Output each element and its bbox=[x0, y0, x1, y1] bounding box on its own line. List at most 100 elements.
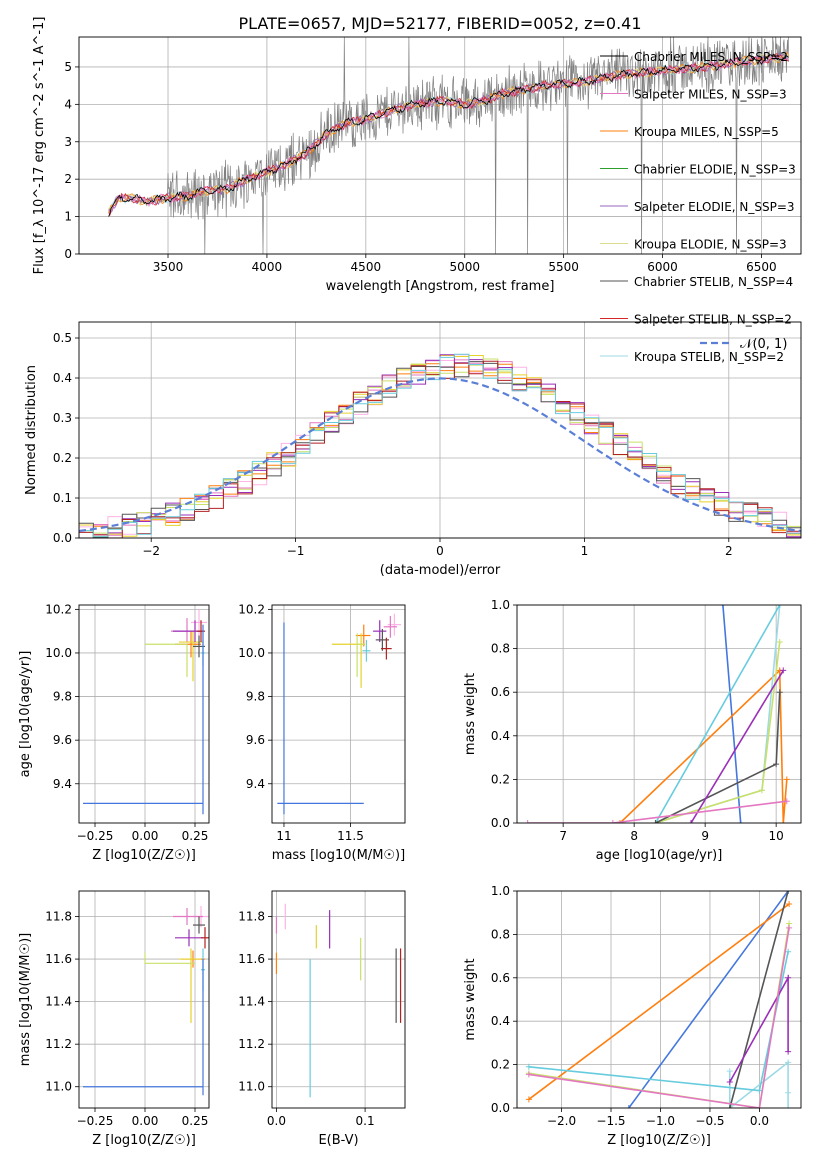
weight-marker bbox=[785, 1048, 792, 1055]
weight-marker bbox=[786, 901, 793, 908]
y-tick-label: 11.8 bbox=[238, 910, 265, 924]
data-point bbox=[173, 908, 203, 926]
x-tick-label: 4500 bbox=[351, 260, 382, 274]
weight-marker bbox=[773, 761, 780, 768]
data-point bbox=[83, 959, 204, 1096]
y-tick-label: 1.0 bbox=[491, 884, 510, 898]
data-point bbox=[197, 620, 205, 643]
data-point bbox=[373, 620, 387, 643]
y-tick-label: 0.3 bbox=[53, 411, 72, 425]
weight-line bbox=[690, 669, 784, 823]
y-tick-label: 9.4 bbox=[246, 777, 265, 791]
weight-line bbox=[729, 891, 789, 1108]
y-tick-label: 0.0 bbox=[491, 1101, 510, 1115]
weight-marker bbox=[785, 1059, 792, 1066]
y-tick-label: 2 bbox=[64, 172, 72, 186]
x-tick-label: −0.25 bbox=[77, 829, 114, 843]
spectrum-panel: 3500 4000 4500 5000 5500 6000 6500 0 1 2 3 4 5 wavele… bbox=[32, 17, 802, 364]
weight-marker bbox=[525, 1071, 532, 1078]
axes-frame bbox=[78, 890, 210, 1109]
legend-label: Chabrier MILES, N_SSP=2 bbox=[634, 50, 788, 64]
data-point bbox=[171, 618, 203, 643]
x-axis-label: (data-model)/error bbox=[380, 563, 501, 578]
x-tick-label: −0.25 bbox=[77, 1114, 114, 1128]
x-axis-label: E(B-V) bbox=[318, 1133, 358, 1148]
weight-line bbox=[527, 800, 787, 823]
residual-histogram-step bbox=[79, 353, 801, 538]
age-vs-mass-plot-area bbox=[277, 613, 402, 815]
legend-label: Chabrier STELIB, N_SSP=4 bbox=[634, 275, 793, 289]
x-tick-label: 0.1 bbox=[356, 1114, 375, 1128]
x-tick-label: −1 bbox=[287, 544, 305, 558]
y-tick-label: 1 bbox=[64, 210, 72, 224]
weight-marker bbox=[785, 974, 792, 981]
y-tick-label: 10.2 bbox=[45, 602, 72, 616]
x-tick-label: 0 bbox=[436, 544, 444, 558]
y-tick-label: 0.2 bbox=[491, 1058, 510, 1072]
weight-marker bbox=[783, 776, 790, 783]
weight-marker bbox=[785, 891, 792, 894]
x-axis-label: Z [log10(Z/Z☉)] bbox=[92, 1133, 196, 1148]
x-tick-label: 5000 bbox=[449, 260, 480, 274]
y-axis-label: mass weight bbox=[463, 673, 478, 755]
y-axis-label: mass [log10(M/M☉)] bbox=[18, 933, 33, 1066]
x-tick-label: −1.0 bbox=[646, 1114, 675, 1128]
x-tick-label: 7 bbox=[559, 829, 567, 843]
y-axis-label: Normed distribution bbox=[24, 365, 39, 495]
weight-marker bbox=[756, 1087, 763, 1094]
x-tick-label: 0.0 bbox=[267, 1114, 286, 1128]
legend-label: Salpeter STELIB, N_SSP=2 bbox=[634, 313, 792, 327]
y-tick-label: 0.1 bbox=[53, 491, 72, 505]
legend-label: Kroupa MILES, N_SSP=5 bbox=[634, 125, 779, 139]
y-tick-label: 11.4 bbox=[45, 995, 72, 1009]
age-vs-mass-panel: 11 11.5 9.4 9.6 9.8 10.0 10.2 mass [log10(M/M☉)… bbox=[238, 602, 406, 863]
axes-frame bbox=[78, 36, 802, 255]
x-tick-label: 2 bbox=[725, 544, 733, 558]
weight-marker bbox=[776, 689, 783, 696]
y-tick-label: 0.8 bbox=[491, 927, 510, 941]
weight-marker bbox=[726, 1105, 733, 1108]
x-tick-label: 6000 bbox=[647, 260, 678, 274]
axes-frame bbox=[78, 321, 802, 539]
data-point bbox=[381, 637, 392, 660]
weight-marker bbox=[785, 948, 792, 955]
y-tick-label: 11.0 bbox=[45, 1080, 72, 1094]
y-tick-label: 10.2 bbox=[238, 602, 265, 616]
age-vs-Z-plot-area bbox=[83, 609, 207, 815]
weight-marker bbox=[756, 1105, 763, 1108]
weight-marker bbox=[776, 639, 783, 646]
legend-label: Salpeter ELODIE, N_SSP=3 bbox=[634, 200, 795, 214]
model-spectrum-line bbox=[108, 52, 790, 210]
data-point bbox=[193, 916, 205, 934]
x-axis-label: mass [log10(M/M☉)] bbox=[272, 848, 405, 863]
y-tick-label: 10.0 bbox=[45, 646, 72, 660]
y-tick-label: 0.8 bbox=[491, 642, 510, 656]
data-point bbox=[83, 624, 204, 815]
weight-marker bbox=[687, 820, 694, 823]
y-tick-label: 11.4 bbox=[238, 995, 265, 1009]
weight-vs-Z-plot-area bbox=[525, 891, 793, 1108]
weight-marker bbox=[758, 787, 765, 794]
weight-marker bbox=[726, 1078, 733, 1085]
weight-vs-Z-panel: −2.0 −1.5 −1.0 −0.5 0.0 0.0 0.2 0.4 0.6 0.8 1.0 Z [… bbox=[463, 884, 802, 1148]
residuals-panel: −2 −1 0 1 2 0.0 0.1 0.2 0.3 0.4 0.5 (data-model)/er… bbox=[24, 321, 802, 578]
residuals-plot-area bbox=[79, 353, 801, 538]
axes-frame bbox=[271, 890, 406, 1109]
y-tick-label: 0.4 bbox=[491, 729, 510, 743]
y-tick-label: 0 bbox=[64, 247, 72, 261]
y-axis-label: Flux [f_λ 10^-17 erg cm^-2 s^-1 A^-1] bbox=[32, 17, 47, 275]
x-axis-label: wavelength [Angstrom, rest frame] bbox=[326, 279, 555, 294]
x-tick-label: 0.25 bbox=[182, 1114, 209, 1128]
y-tick-label: 11.2 bbox=[45, 1037, 72, 1051]
model-spectrum-line bbox=[108, 53, 789, 217]
weight-line bbox=[654, 605, 781, 823]
data-point bbox=[144, 952, 195, 964]
x-tick-label: 6500 bbox=[746, 260, 777, 274]
y-tick-label: 0.5 bbox=[53, 331, 72, 345]
x-tick-label: 0.00 bbox=[132, 829, 159, 843]
weight-marker bbox=[652, 820, 659, 823]
y-tick-label: 0.6 bbox=[491, 971, 510, 985]
spectrum-legend: Chabrier MILES, N_SSP=2 Salpeter MILES, N… bbox=[600, 50, 796, 364]
axes-frame bbox=[516, 604, 802, 824]
x-tick-label: 9 bbox=[701, 829, 709, 843]
